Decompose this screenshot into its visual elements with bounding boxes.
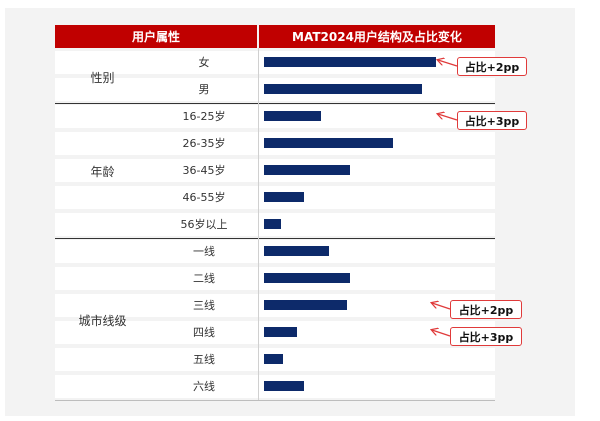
group-separator	[55, 238, 495, 239]
category-label: 36-45岁	[182, 164, 226, 177]
group-label: 年龄	[90, 165, 115, 179]
bar-46-55岁	[264, 192, 304, 202]
callout-arrow	[432, 330, 451, 337]
group-label: 性别	[90, 70, 115, 85]
category-label: 五线	[193, 353, 215, 366]
bar-女	[264, 57, 436, 67]
bar-男	[264, 84, 423, 94]
category-label: 26-35岁	[182, 137, 226, 150]
callout-badge: 占比+2pp	[450, 300, 522, 319]
category-label: 一线	[193, 245, 215, 258]
category-label: 56岁以上	[180, 218, 228, 231]
callout-badge: 占比+2pp	[457, 57, 527, 76]
bar-六线	[264, 381, 304, 391]
category-label: 二线	[193, 272, 215, 285]
bar-一线	[264, 246, 330, 256]
bar-26-35岁	[264, 138, 393, 148]
group-separator	[55, 103, 495, 104]
bottom-border	[55, 400, 495, 401]
bar-二线	[264, 273, 350, 283]
bar-三线	[264, 300, 347, 310]
chart-title: MAT2024用户结构及占比变化	[259, 25, 495, 48]
category-label: 46-55岁	[182, 191, 226, 204]
header-user-attribute: 用户属性	[55, 25, 257, 48]
group-label: 城市线级	[78, 313, 127, 328]
category-label: 16-25岁	[182, 110, 226, 123]
bar-56岁以上	[264, 219, 282, 229]
callout-arrow	[432, 303, 451, 310]
callout-badge: 占比+3pp	[457, 111, 527, 130]
bar-16-25岁	[264, 111, 321, 121]
callout-arrow	[438, 60, 458, 67]
category-label: 男	[198, 83, 210, 96]
bar-四线	[264, 327, 297, 337]
callout-badge: 占比+3pp	[450, 327, 522, 346]
category-label: 四线	[193, 326, 215, 339]
bar-五线	[264, 354, 283, 364]
category-label: 六线	[193, 380, 215, 393]
category-label: 女	[198, 56, 210, 69]
category-label: 三线	[193, 299, 215, 312]
column-divider	[258, 48, 259, 400]
bar-36-45岁	[264, 165, 350, 175]
callout-arrow	[438, 114, 458, 121]
